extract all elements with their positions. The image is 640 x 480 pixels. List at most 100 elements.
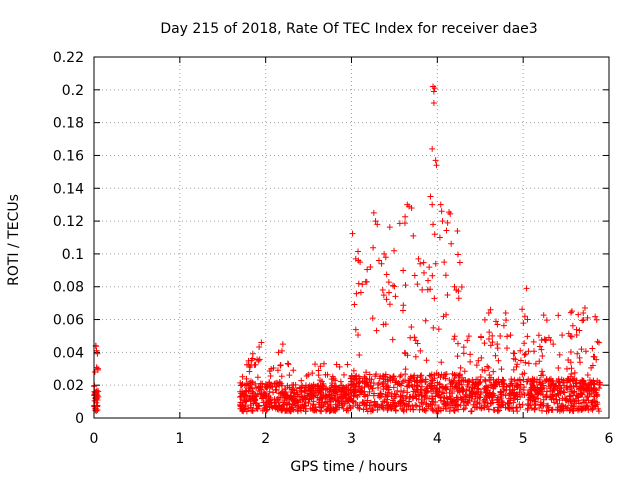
- data-point: [357, 289, 364, 296]
- data-point: [588, 364, 595, 371]
- data-point: [487, 376, 494, 383]
- data-point: [457, 364, 464, 371]
- data-point: [342, 394, 349, 401]
- data-point: [422, 317, 429, 324]
- data-point: [298, 377, 305, 384]
- data-point: [289, 386, 296, 393]
- data-point: [437, 395, 444, 402]
- data-point: [556, 397, 563, 404]
- data-point: [426, 395, 433, 402]
- data-point: [369, 315, 376, 322]
- data-point: [429, 145, 436, 152]
- data-point: [475, 357, 482, 364]
- data-point: [494, 321, 501, 328]
- data-point: [549, 380, 556, 387]
- data-point: [385, 403, 392, 410]
- data-point: [399, 392, 406, 399]
- data-point: [383, 296, 390, 303]
- data-point: [477, 373, 484, 380]
- data-point: [451, 336, 458, 343]
- data-point: [351, 301, 358, 308]
- data-point: [448, 240, 455, 247]
- data-point: [249, 350, 256, 357]
- data-point: [573, 326, 580, 333]
- data-point: [481, 316, 488, 323]
- data-point: [550, 341, 557, 348]
- data-point: [436, 234, 443, 241]
- data-point: [299, 396, 306, 403]
- data-point: [517, 347, 524, 354]
- data-point: [451, 333, 458, 340]
- data-point: [324, 405, 331, 412]
- data-point: [486, 329, 493, 336]
- data-point: [248, 381, 255, 388]
- data-point: [352, 326, 359, 333]
- data-point: [415, 255, 422, 262]
- data-point: [380, 292, 387, 299]
- data-point: [454, 388, 461, 395]
- data-point: [426, 264, 433, 271]
- data-point: [588, 399, 595, 406]
- data-point: [431, 382, 438, 389]
- data-point: [390, 373, 397, 380]
- data-point: [502, 309, 509, 316]
- data-point: [320, 392, 327, 399]
- data-point: [502, 317, 509, 324]
- data-point: [430, 407, 437, 414]
- data-point: [560, 377, 567, 384]
- data-point: [573, 331, 580, 338]
- data-point: [498, 395, 505, 402]
- data-point: [309, 370, 316, 377]
- data-point: [237, 402, 244, 409]
- data-point: [454, 340, 461, 347]
- data-point: [531, 398, 538, 405]
- plot-frame: [93, 56, 610, 419]
- data-point: [430, 324, 437, 331]
- data-point: [423, 357, 430, 364]
- data-point: [383, 271, 390, 278]
- data-point: [375, 384, 382, 391]
- data-point: [580, 396, 587, 403]
- data-point: [567, 332, 574, 339]
- data-point: [379, 287, 386, 294]
- data-point: [460, 350, 467, 357]
- data-point: [456, 259, 463, 266]
- data-point: [463, 402, 470, 409]
- data-point: [497, 332, 504, 339]
- data-point: [329, 380, 336, 387]
- data-point: [521, 370, 528, 377]
- data-point: [382, 380, 389, 387]
- data-point: [498, 366, 505, 373]
- y-tick-label: 0.14: [53, 181, 84, 197]
- data-point: [278, 406, 285, 413]
- data-point: [348, 389, 355, 396]
- data-point: [320, 380, 327, 387]
- data-point: [401, 220, 408, 227]
- data-point: [460, 344, 467, 351]
- data-point: [388, 405, 395, 412]
- data-point: [433, 162, 440, 169]
- data-point: [485, 309, 492, 316]
- data-point: [479, 366, 486, 373]
- data-point: [536, 358, 543, 365]
- data-point: [256, 343, 263, 350]
- data-point: [590, 385, 597, 392]
- data-point: [307, 391, 314, 398]
- data-point: [565, 357, 572, 364]
- data-point: [328, 376, 335, 383]
- data-point: [410, 406, 417, 413]
- data-point: [275, 349, 282, 356]
- data-point: [392, 293, 399, 300]
- data-point: [263, 401, 270, 408]
- data-point: [454, 396, 461, 403]
- data-point: [292, 381, 299, 388]
- data-point: [572, 380, 579, 387]
- data-point: [555, 382, 562, 389]
- data-point: [460, 386, 467, 393]
- data-point: [297, 405, 304, 412]
- data-point: [397, 372, 404, 379]
- data-point: [560, 388, 567, 395]
- data-point: [391, 247, 398, 254]
- data-point: [530, 338, 537, 345]
- data-point: [518, 390, 525, 397]
